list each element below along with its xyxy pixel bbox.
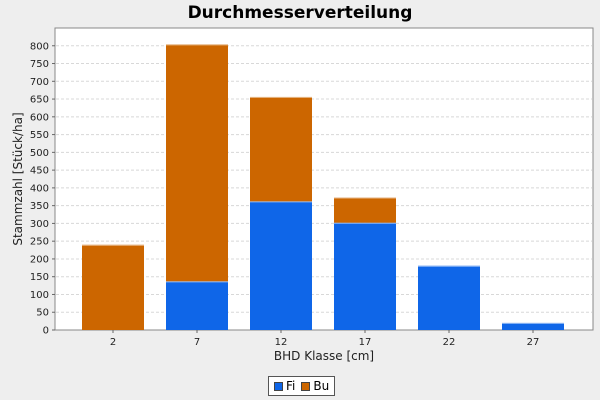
legend-label: Fi [286, 379, 296, 393]
y-tick-label: 150 [30, 272, 49, 283]
bar-bu-7 [166, 44, 228, 282]
bar-fi-7 [166, 281, 228, 330]
legend-swatch [301, 381, 311, 391]
x-tick-label: 22 [443, 337, 456, 348]
y-axis-ticks: 0 50 100 150 200 250 300 350 400 450 500 550 600 650 7… [30, 41, 55, 337]
bar-bu-2 [82, 244, 144, 330]
legend-label: Bu [313, 379, 330, 393]
bar-fi-27 [502, 322, 564, 330]
y-tick-label: 350 [30, 201, 49, 212]
y-axis-label: Stammzahl [Stück/ha] [11, 112, 25, 245]
x-tick-label: 12 [275, 337, 288, 348]
plot-area [54, 27, 594, 331]
x-axis-label: BHD Klasse [cm] [274, 349, 374, 363]
x-tick-label: 17 [359, 337, 372, 348]
legend: Fi Bu [268, 376, 336, 396]
y-tick-label: 700 [30, 77, 49, 88]
y-tick-label: 600 [30, 112, 49, 123]
y-tick-label: 100 [30, 290, 49, 301]
y-tick-label: 400 [30, 183, 49, 194]
y-tick-label: 50 [36, 308, 49, 319]
y-tick-label: 450 [30, 166, 49, 177]
bar-bu-17 [334, 197, 396, 223]
legend-swatch [274, 381, 283, 391]
y-tick-label: 650 [30, 95, 49, 106]
grid-lines [56, 45, 592, 313]
x-axis-ticks: 2 7 12 17 22 27 [110, 330, 540, 348]
y-tick-label: 300 [30, 219, 49, 230]
y-tick-label: 250 [30, 237, 49, 248]
bar-fi-22 [418, 265, 480, 330]
chart-title: Durchmesserverteilung [187, 3, 413, 23]
x-tick-label: 2 [110, 337, 116, 348]
y-tick-label: 200 [30, 254, 49, 265]
y-tick-label: 500 [30, 148, 49, 159]
x-tick-label: 7 [194, 337, 200, 348]
bar-fi-12 [250, 201, 312, 330]
bar-bu-12 [250, 96, 312, 202]
bars [82, 44, 564, 330]
y-tick-label: 800 [30, 41, 49, 52]
x-tick-label: 27 [527, 337, 540, 348]
y-tick-label: 0 [43, 326, 49, 337]
y-tick-label: 550 [30, 130, 49, 141]
legend-item-bu: Bu [301, 379, 329, 393]
legend-item-fi: Fi [274, 379, 295, 393]
bar-fi-17 [334, 222, 396, 330]
y-tick-label: 750 [30, 59, 49, 70]
